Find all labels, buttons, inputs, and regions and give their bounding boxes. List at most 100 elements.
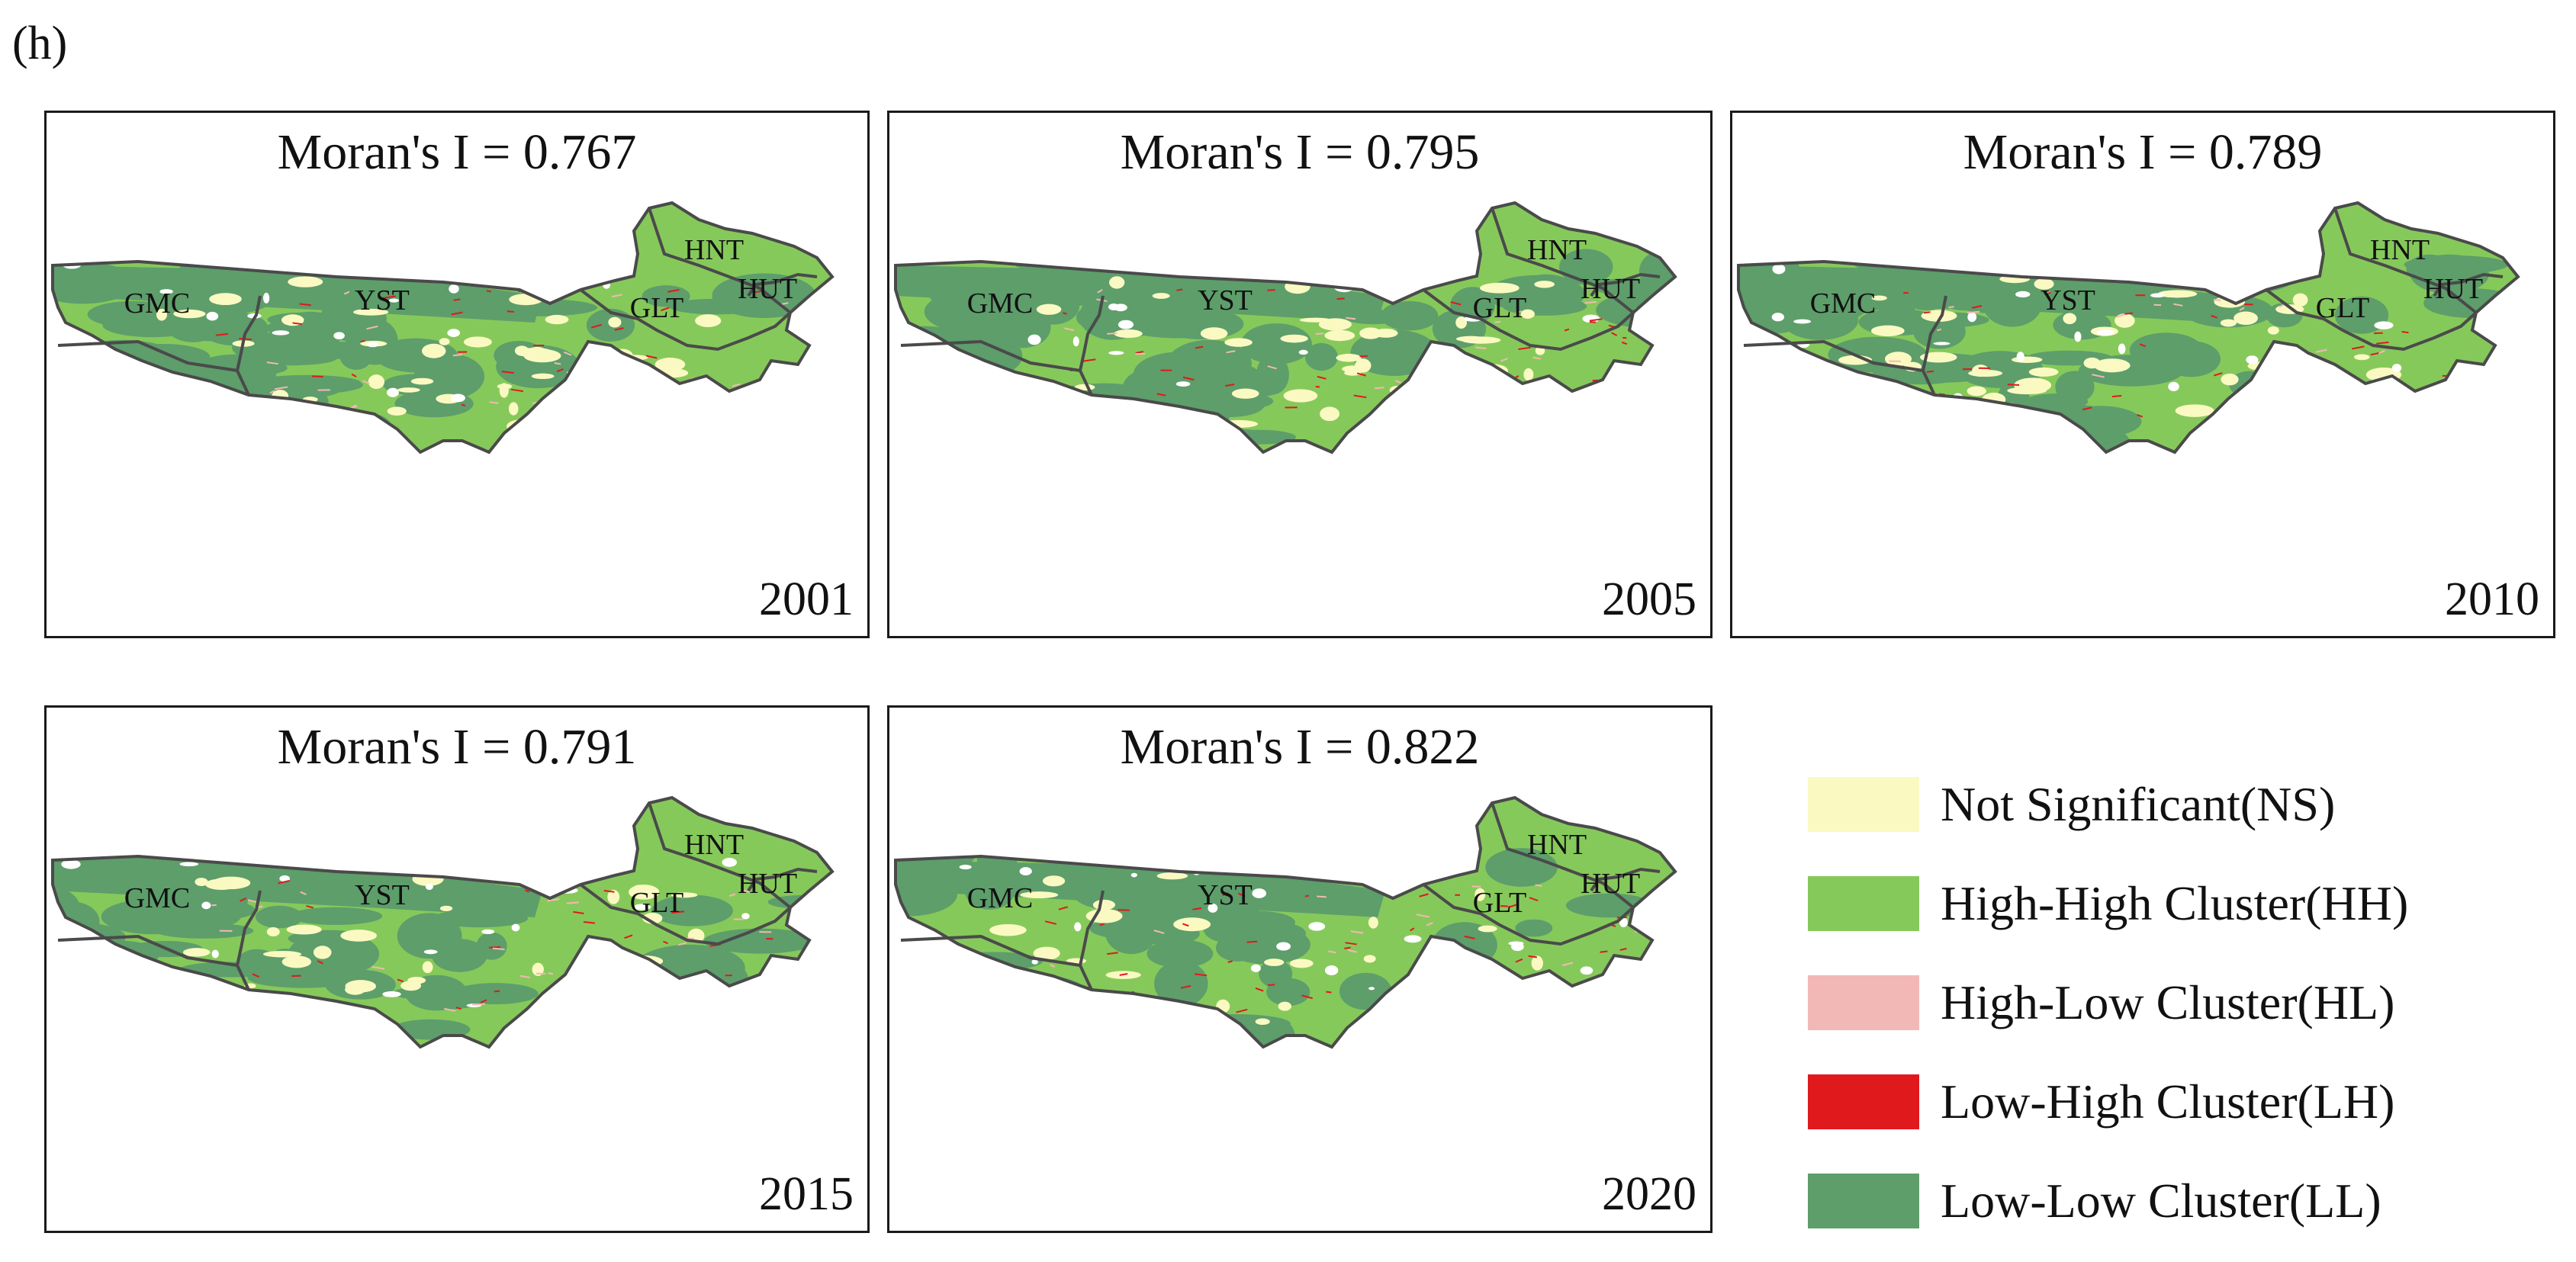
outlier-speckle [1582,987,1591,990]
ns-patch [508,402,519,416]
ns-patch [1520,309,1535,319]
ll-patch [53,419,105,452]
outlier-speckle [578,382,590,386]
region-boundary [1491,207,1635,314]
nodata-patch [1772,264,1786,275]
outlier-speckle [591,993,600,997]
ll-patch [53,351,87,368]
outlier-speckle [2213,372,2223,377]
region-label-hnt: HNT [1527,234,1587,266]
region-label-hut: HUT [1581,273,1640,305]
panel-title: Moran's I = 0.767 [277,124,637,180]
outlier-speckle [563,351,572,356]
ll-patch [959,1002,1018,1035]
nodata-patch [2112,259,2126,266]
outlier-speckle [671,910,685,914]
region-boundary [2433,272,2504,297]
outlier-speckle [525,889,530,893]
ll-patch [256,905,303,929]
outlier-speckle [2082,406,2092,411]
region-label-glt: GLT [630,887,683,919]
outlier-speckle [2251,388,2262,392]
legend-label: Low-High Cluster(LH) [1941,1074,2395,1129]
ll-patch [243,351,337,366]
outlier-speckle [2315,348,2327,353]
ns-patch [1919,352,1957,363]
ll-patch [960,1026,1018,1047]
ns-patch [209,293,242,306]
ll-patch [131,432,196,452]
nodata-patch [481,929,495,935]
nodata-patch [756,984,764,993]
outlier-speckle [444,1007,456,1012]
nodata-patch [560,984,571,992]
outlier-speckle [676,388,689,392]
ll-patch [72,403,111,440]
ns-patch [1152,293,1170,299]
outlier-speckle [2288,348,2294,353]
outlier-speckle [1971,304,1983,309]
ns-patch [545,314,569,325]
ll-patch [1878,397,1989,432]
ll-patch [1304,342,1338,371]
ll-patch [743,989,832,1021]
region-boundary [648,207,792,314]
study-area-outline [894,795,1677,1049]
outlier-speckle [583,921,596,924]
nodata-patch [272,330,290,336]
map-legend: Not Significant(NS) High-High Cluster(HH… [1808,755,2408,1251]
outlier-speckle [675,991,687,994]
ll-patch [2161,341,2221,377]
ll-patch [1008,1002,1111,1044]
ns-patch [1255,1018,1270,1026]
outlier-speckle [1387,404,1401,409]
ns-patch [2083,357,2101,369]
outlier-speckle [1500,358,1508,362]
nodata-patch [804,963,817,968]
ll-patch [568,998,632,1040]
outlier-speckle [1562,962,1574,967]
ns-patch [1368,917,1378,929]
region-label-gmc: GMC [124,882,191,914]
nodata-patch [1582,314,1600,323]
ns-patch [671,892,698,898]
ll-patch [62,406,132,434]
outlier-speckle [593,957,600,961]
outlier-speckle [610,969,617,974]
outlier-speckle [1064,327,1075,332]
ll-patch [661,409,707,447]
outlier-speckle [2295,384,2303,387]
nodata-patch [959,865,972,870]
nodata-patch [1368,987,1375,991]
ll-band [53,265,542,323]
outlier-speckle [2239,307,2245,311]
region-label-yst: YST [355,284,410,316]
outlier-speckle [1464,935,1475,939]
legend-swatch [1808,975,1919,1030]
outlier-speckle [631,994,636,998]
ns-patch [1433,400,1458,414]
study-area-outline [51,201,835,454]
outlier-speckle [1058,906,1069,910]
nodata-patch [1408,277,1420,284]
outlier-speckle [1394,380,1401,384]
ll-patch [1000,1005,1089,1030]
region-label-hut: HUT [738,868,797,900]
ll-patch [391,984,502,1001]
region-label-hnt: HNT [1527,829,1587,861]
region-label-glt: GLT [630,292,683,324]
nodata-patch [2463,405,2482,416]
nodata-patch [1967,312,1977,323]
ll-patch [965,375,1040,418]
nodata-patch [2150,293,2166,298]
ns-patch [313,946,332,959]
outlier-speckle [1629,390,1638,396]
outlier-speckle [1416,914,1430,918]
ll-patch [53,1005,126,1047]
outlier-speckle [1195,345,1204,349]
ns-patch [529,346,545,355]
ns-patch [1455,336,1486,342]
outlier-speckle [614,327,624,331]
ns-patch [1921,310,1957,322]
outlier-speckle [641,1007,652,1010]
